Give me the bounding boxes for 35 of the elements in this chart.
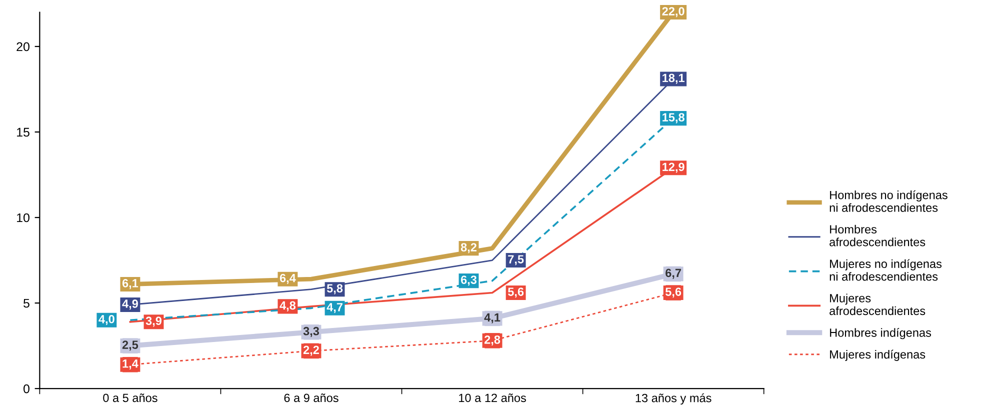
data-label: 6,4 [280, 274, 296, 284]
legend-label: Mujeres no indígenas ni afrodescendientes [830, 259, 942, 281]
data-label: 3,9 [146, 316, 162, 327]
data-label: 8,2 [460, 243, 476, 254]
data-label: 2,5 [122, 340, 138, 351]
legend-label: Hombres no indígenas ni afrodescendientes [830, 190, 948, 212]
y-tick-label: 15 [17, 128, 30, 137]
data-label: 6,3 [460, 276, 477, 286]
y-tick-label: 0 [23, 384, 30, 394]
legend-label: Hombres afrodescendientes [830, 224, 926, 246]
legend-label: Mujeres indígenas [830, 350, 926, 361]
data-label: 6,7 [666, 268, 682, 279]
y-tick-label: 20 [16, 42, 30, 52]
legend-label: Hombres indígenas [830, 328, 932, 340]
data-label: 5,6 [665, 288, 682, 298]
data-label: 4,8 [280, 301, 296, 312]
data-label: 4,0 [98, 314, 114, 326]
x-tick-label: 13 años y más [636, 393, 712, 405]
x-tick-label: 10 a 12 años [459, 394, 526, 402]
data-label: 7,5 [508, 255, 524, 266]
data-label: 1,4 [122, 360, 138, 370]
y-tick-label: 5 [24, 298, 30, 308]
y-tick-label: 10 [17, 213, 30, 222]
data-label: 5,6 [508, 288, 524, 298]
data-label: 4,9 [122, 300, 138, 310]
data-label: 6,1 [122, 279, 138, 290]
data-label: 4,1 [484, 313, 500, 324]
data-label: 4,7 [326, 303, 342, 314]
legend-label: Mujeres afrodescendientes [830, 294, 926, 316]
data-label: 3,3 [303, 326, 320, 337]
data-label: 2,8 [484, 335, 500, 346]
x-tick-label: 0 a 5 años [103, 394, 158, 402]
data-label: 5,8 [326, 284, 343, 294]
x-tick-label: 6 a 9 años [284, 394, 338, 402]
data-label: 2,2 [303, 346, 319, 356]
